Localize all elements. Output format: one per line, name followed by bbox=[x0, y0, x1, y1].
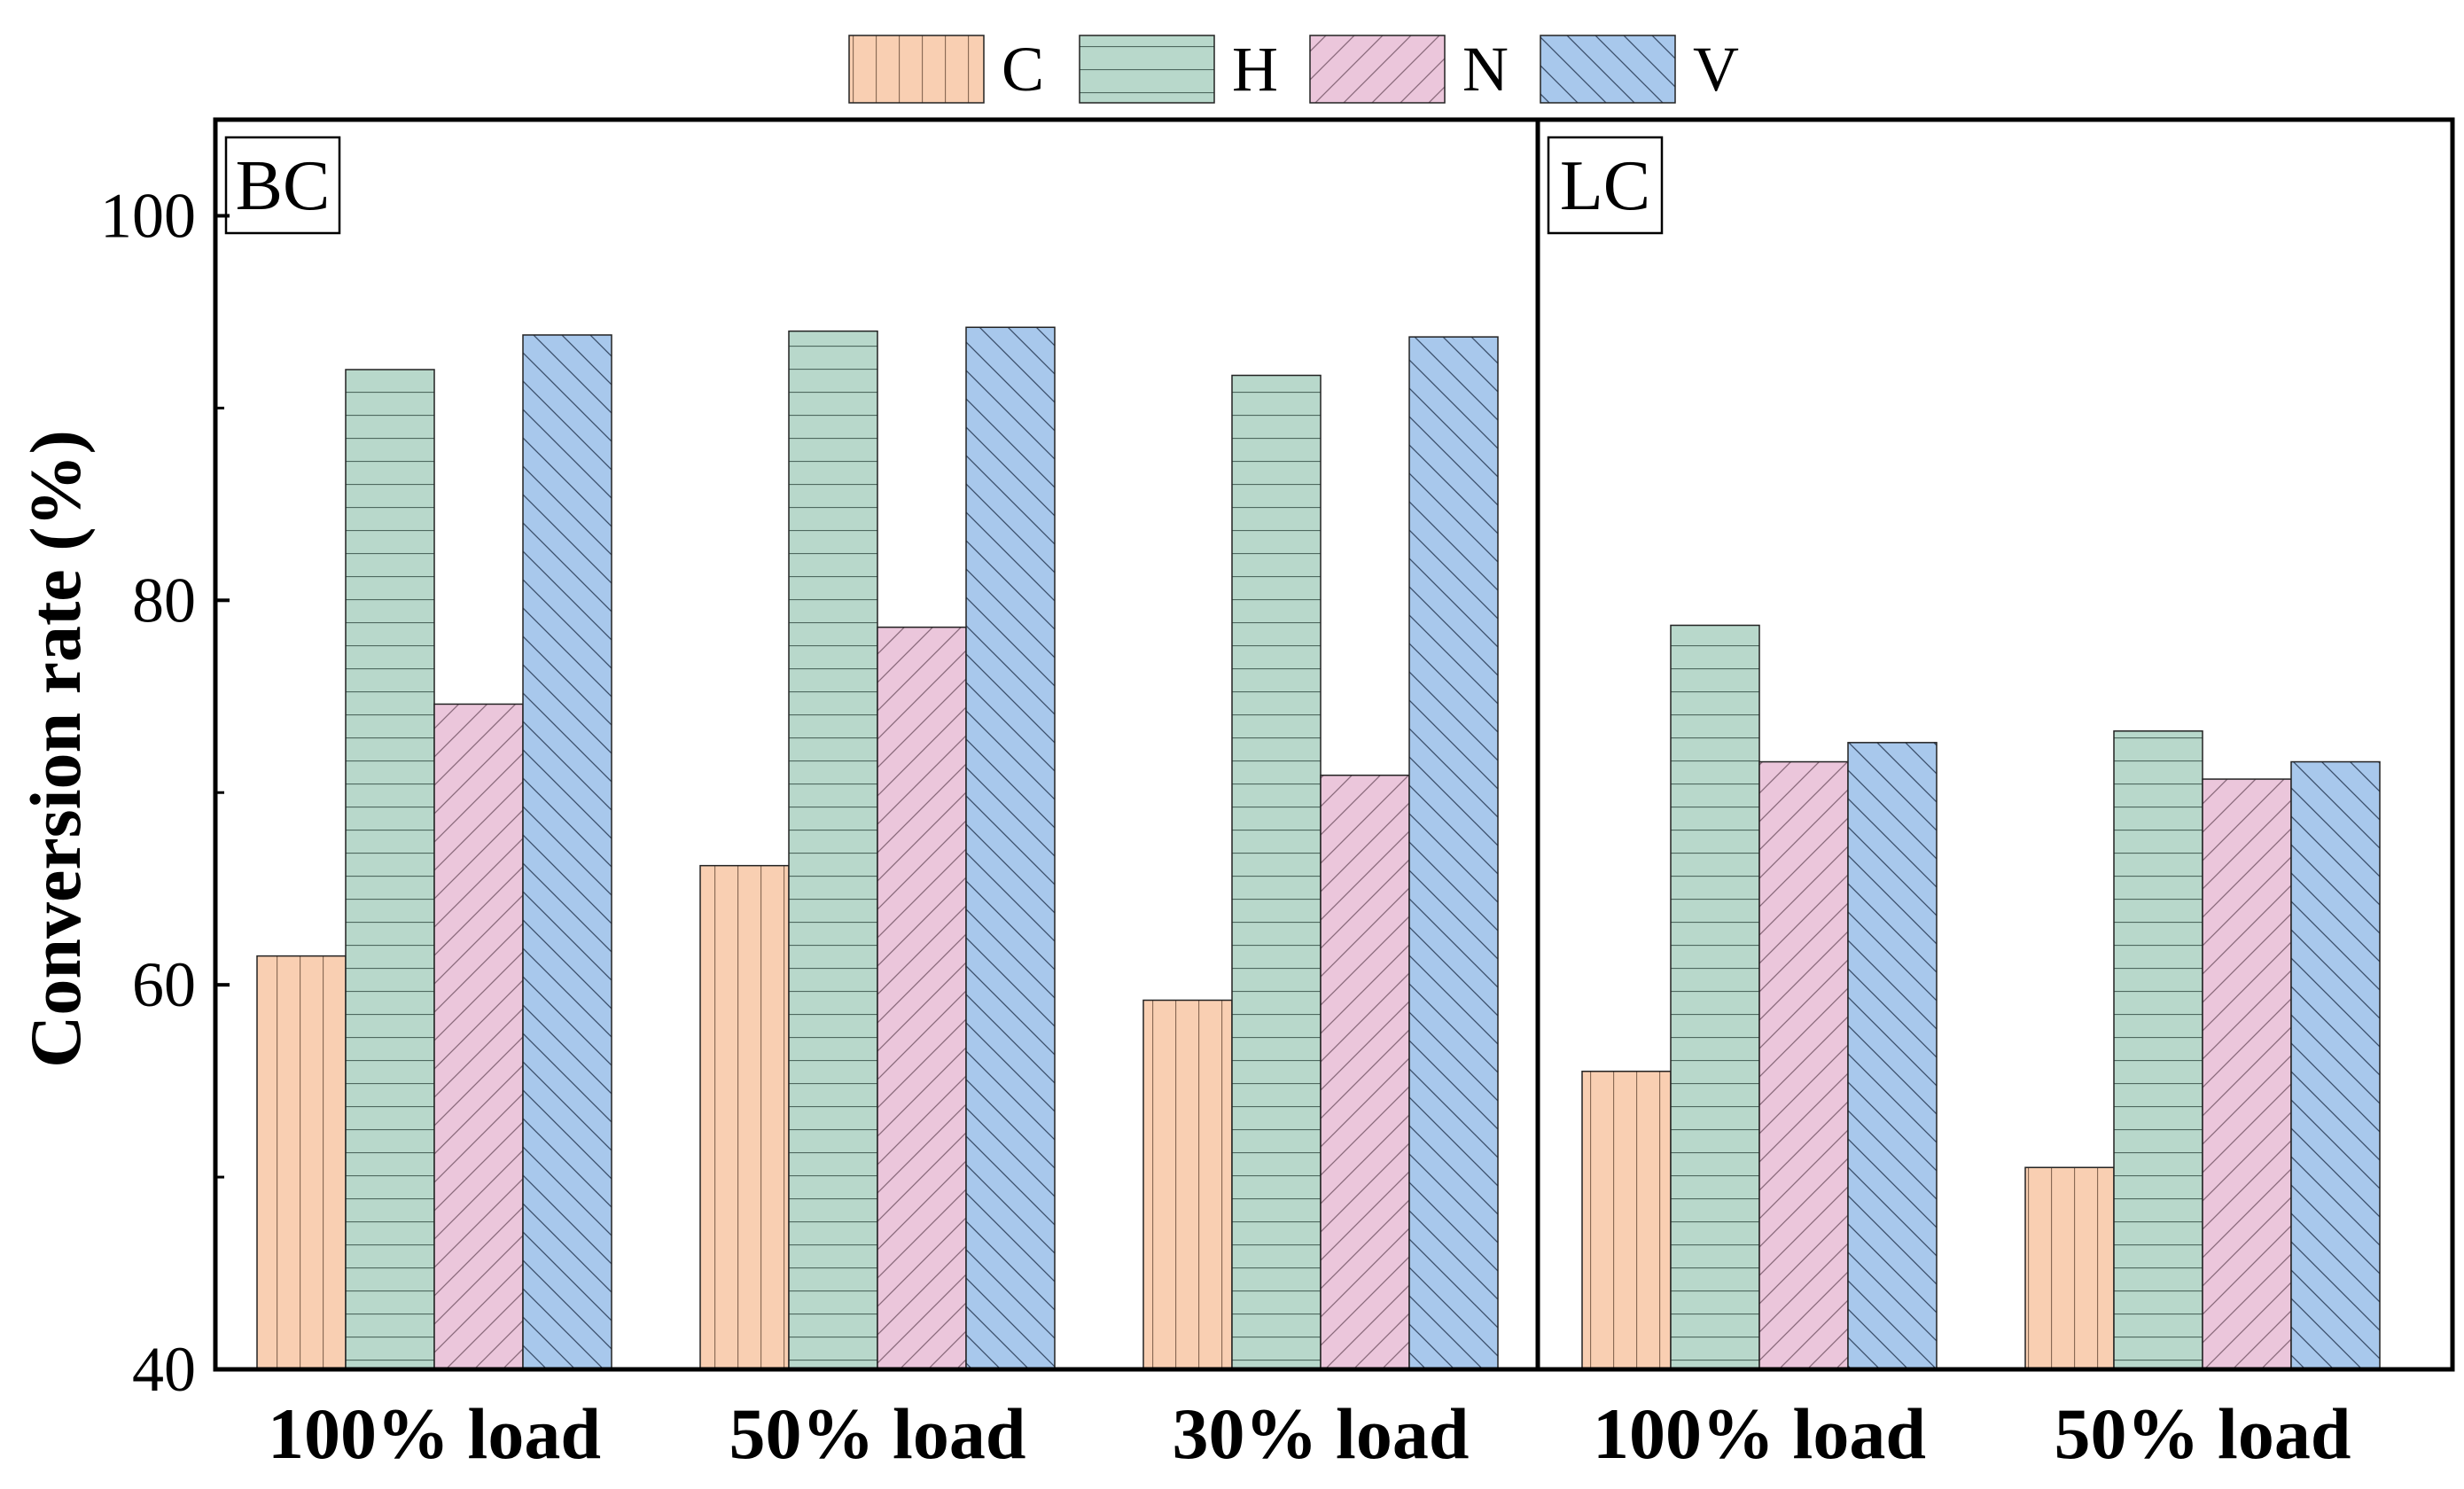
y-tick-label: 80 bbox=[132, 565, 196, 635]
legend-swatch bbox=[1309, 35, 1446, 104]
panel-label-box bbox=[1547, 136, 1664, 235]
bar-lc-50load-h bbox=[2113, 730, 2203, 1370]
bar-bc-100load-c bbox=[256, 955, 347, 1370]
legend-swatch bbox=[848, 35, 985, 104]
panel-label-lc: LC bbox=[1547, 136, 1664, 235]
bar-lc-50load-c bbox=[2024, 1166, 2115, 1370]
legend-entry-c: C bbox=[848, 34, 1044, 105]
x-category-label: 30% load bbox=[1173, 1393, 1470, 1474]
y-tick-label: 100 bbox=[100, 180, 196, 251]
y-axis: 40 60 80 100 bbox=[100, 180, 230, 1405]
bar-bc-50load-c bbox=[699, 864, 790, 1370]
panel-label-box bbox=[224, 136, 341, 235]
panel-label-bc: BC bbox=[224, 136, 341, 235]
x-axis: 100% load 50% load 30% load 100% load 50% lo… bbox=[268, 1393, 2351, 1474]
legend-label: N bbox=[1462, 34, 1509, 105]
bar-bc-30load-n bbox=[1320, 774, 1410, 1370]
bar-bc-100load-h bbox=[345, 369, 435, 1370]
bar-bc-100load-n bbox=[433, 703, 524, 1370]
bar-lc-100load-n bbox=[1758, 760, 1849, 1370]
legend-label: C bbox=[1002, 34, 1044, 105]
bar-bc-50load-v bbox=[965, 326, 1056, 1370]
plot-frame: BC LC bbox=[213, 117, 2455, 1372]
bar-bc-30load-h bbox=[1231, 374, 1322, 1370]
legend-swatch bbox=[1079, 35, 1215, 104]
y-tick-label: 60 bbox=[132, 949, 196, 1020]
panel-label-text: LC bbox=[1560, 147, 1650, 225]
legend-entry-h: H bbox=[1079, 34, 1278, 105]
bar-bc-30load-v bbox=[1408, 336, 1499, 1370]
bar-lc-100load-h bbox=[1670, 624, 1760, 1370]
bar-bc-100load-v bbox=[522, 334, 612, 1370]
legend-label: H bbox=[1232, 34, 1278, 105]
legend-entry-n: N bbox=[1309, 34, 1509, 105]
x-category-label: 100% load bbox=[1593, 1393, 1926, 1474]
legend-entry-v: V bbox=[1540, 34, 1739, 105]
bar-lc-50load-v bbox=[2290, 760, 2381, 1370]
bar-lc-100load-v bbox=[1847, 742, 1938, 1370]
legend-label: V bbox=[1693, 34, 1739, 105]
bar-bc-30load-c bbox=[1142, 999, 1233, 1370]
panel-label-text: BC bbox=[236, 147, 331, 225]
legend-swatch bbox=[1540, 35, 1676, 104]
x-category-label: 50% load bbox=[729, 1393, 1026, 1474]
bar-lc-100load-c bbox=[1581, 1071, 1672, 1370]
bar-lc-50load-n bbox=[2202, 778, 2292, 1370]
plot-border bbox=[213, 117, 2455, 1372]
bars bbox=[256, 326, 2381, 1370]
bar-bc-50load-n bbox=[877, 626, 967, 1370]
bar-bc-50load-h bbox=[788, 330, 878, 1370]
y-axis-label: Conversion rate (%) bbox=[15, 430, 96, 1068]
y-tick-label: 40 bbox=[132, 1334, 196, 1405]
x-category-label: 100% load bbox=[268, 1393, 601, 1474]
x-category-label: 50% load bbox=[2055, 1393, 2351, 1474]
